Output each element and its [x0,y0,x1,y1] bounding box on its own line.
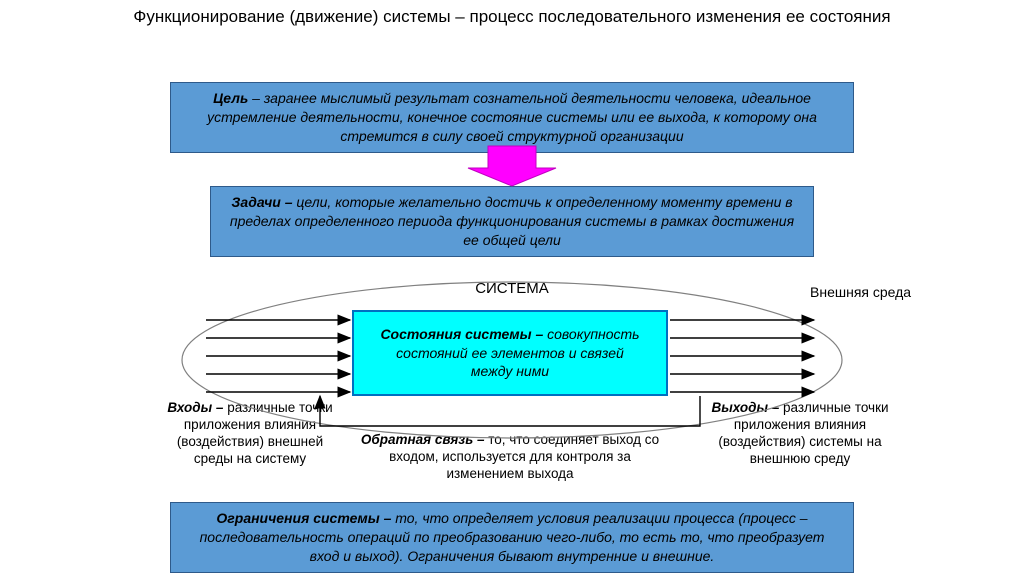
outputs-caption: Выходы – различные точки приложения влия… [710,400,890,468]
inputs-caption: Входы – различные точки приложения влиян… [160,400,340,468]
state-label: Состояния системы – [380,326,543,342]
state-box: Состояния системы – совокупность состоян… [352,310,668,396]
inputs-label: Входы – [167,400,223,415]
limits-label: Ограничения системы – [216,510,391,526]
feedback-label: Обратная связь – [361,432,485,447]
goal-text: – заранее мыслимый результат сознательно… [207,90,817,144]
goal-label: Цель [213,90,248,106]
tasks-label: Задачи – [231,194,292,210]
output-arrows [670,320,814,392]
environment-label: Внешняя среда [810,284,911,300]
feedback-arrow [320,396,700,426]
outputs-label: Выходы – [711,400,779,415]
tasks-text: цели, которые желательно достичь к опред… [230,194,794,248]
feedback-caption: Обратная связь – то, что соединяет выход… [350,432,670,483]
goal-box: Цель – заранее мыслимый результат сознат… [170,82,854,153]
limits-box: Ограничения системы – то, что определяет… [170,502,854,573]
page-title: Функционирование (движение) системы – пр… [0,0,1024,30]
tasks-box: Задачи – цели, которые желательно достич… [210,186,814,257]
input-arrows [206,320,350,392]
